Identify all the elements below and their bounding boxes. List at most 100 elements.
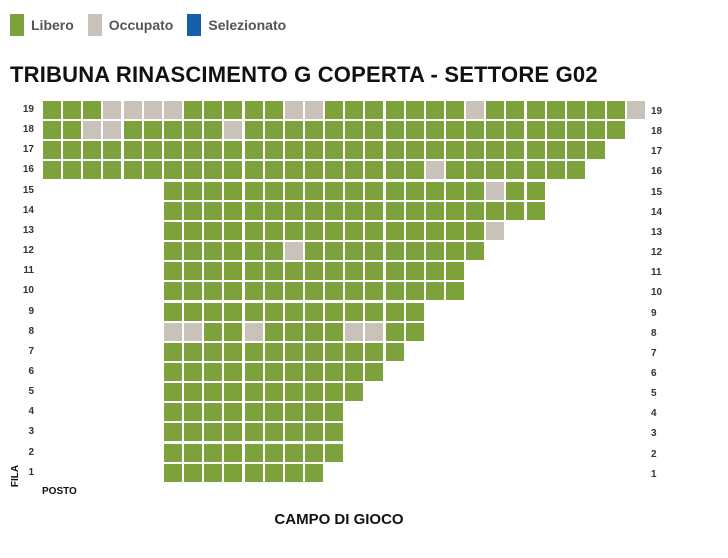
seat[interactable]: [244, 443, 263, 462]
seat[interactable]: [244, 282, 263, 301]
seat[interactable]: [325, 423, 344, 442]
seat[interactable]: [244, 201, 263, 220]
seat[interactable]: [63, 141, 82, 160]
seat[interactable]: [224, 423, 243, 442]
seat[interactable]: [184, 101, 203, 119]
seat[interactable]: [163, 221, 182, 240]
seat[interactable]: [224, 262, 243, 281]
seat[interactable]: [204, 141, 223, 160]
seat[interactable]: [345, 302, 364, 321]
seat[interactable]: [304, 322, 323, 341]
seat[interactable]: [284, 362, 303, 381]
seat[interactable]: [365, 302, 384, 321]
seat[interactable]: [103, 121, 122, 140]
seat[interactable]: [345, 362, 364, 381]
seat[interactable]: [425, 181, 444, 200]
seat[interactable]: [123, 141, 142, 160]
seat[interactable]: [365, 121, 384, 140]
seat[interactable]: [184, 443, 203, 462]
seat[interactable]: [244, 403, 263, 422]
seat[interactable]: [184, 302, 203, 321]
seat[interactable]: [264, 463, 283, 482]
seat[interactable]: [365, 201, 384, 220]
seat[interactable]: [103, 161, 122, 180]
seat[interactable]: [526, 121, 545, 140]
seat[interactable]: [224, 403, 243, 422]
seat[interactable]: [466, 242, 485, 261]
seat[interactable]: [627, 101, 646, 119]
seat[interactable]: [325, 221, 344, 240]
seat[interactable]: [204, 262, 223, 281]
seat[interactable]: [345, 181, 364, 200]
seat[interactable]: [143, 141, 162, 160]
seat[interactable]: [385, 161, 404, 180]
seat[interactable]: [506, 141, 525, 160]
seat[interactable]: [244, 141, 263, 160]
seat[interactable]: [587, 141, 606, 160]
seat[interactable]: [244, 383, 263, 402]
seat[interactable]: [566, 141, 585, 160]
seat[interactable]: [284, 221, 303, 240]
seat[interactable]: [184, 242, 203, 261]
seat[interactable]: [304, 443, 323, 462]
seat[interactable]: [365, 141, 384, 160]
seat[interactable]: [506, 101, 525, 119]
seat[interactable]: [163, 362, 182, 381]
seat[interactable]: [405, 121, 424, 140]
seat[interactable]: [405, 322, 424, 341]
seat[interactable]: [184, 141, 203, 160]
seat[interactable]: [204, 423, 223, 442]
seat[interactable]: [163, 242, 182, 261]
seat[interactable]: [466, 101, 485, 119]
seat[interactable]: [284, 242, 303, 261]
seat[interactable]: [365, 342, 384, 361]
seat[interactable]: [425, 282, 444, 301]
seat[interactable]: [224, 342, 243, 361]
seat[interactable]: [304, 181, 323, 200]
seat[interactable]: [325, 362, 344, 381]
seat[interactable]: [284, 121, 303, 140]
seat[interactable]: [304, 141, 323, 160]
seat[interactable]: [526, 101, 545, 119]
seat[interactable]: [385, 201, 404, 220]
seat[interactable]: [284, 262, 303, 281]
seat[interactable]: [345, 221, 364, 240]
seat[interactable]: [446, 101, 464, 119]
seat[interactable]: [526, 181, 545, 200]
seat[interactable]: [284, 302, 303, 321]
seat[interactable]: [405, 141, 424, 160]
seat[interactable]: [486, 121, 505, 140]
seat[interactable]: [304, 121, 323, 140]
seat[interactable]: [566, 161, 585, 180]
seat[interactable]: [224, 242, 243, 261]
seat[interactable]: [385, 262, 404, 281]
seat[interactable]: [264, 101, 283, 119]
seat[interactable]: [163, 383, 182, 402]
seat[interactable]: [345, 282, 364, 301]
seat[interactable]: [607, 101, 626, 119]
seat[interactable]: [304, 383, 323, 402]
seat[interactable]: [163, 322, 182, 341]
seat[interactable]: [184, 342, 203, 361]
seat[interactable]: [204, 463, 223, 482]
seat[interactable]: [163, 282, 182, 301]
seat[interactable]: [204, 121, 223, 140]
seat[interactable]: [325, 302, 344, 321]
seat[interactable]: [486, 181, 505, 200]
seat[interactable]: [304, 302, 323, 321]
seat[interactable]: [385, 322, 404, 341]
seat[interactable]: [486, 101, 505, 119]
seat[interactable]: [63, 161, 82, 180]
seat[interactable]: [264, 221, 283, 240]
seat[interactable]: [184, 383, 203, 402]
seat[interactable]: [224, 121, 243, 140]
seat[interactable]: [405, 161, 424, 180]
seat[interactable]: [184, 403, 203, 422]
seat[interactable]: [466, 141, 485, 160]
seat[interactable]: [224, 463, 243, 482]
seat[interactable]: [345, 383, 364, 402]
seat[interactable]: [264, 383, 283, 402]
seat[interactable]: [83, 101, 102, 119]
seat[interactable]: [264, 282, 283, 301]
seat[interactable]: [365, 101, 384, 119]
